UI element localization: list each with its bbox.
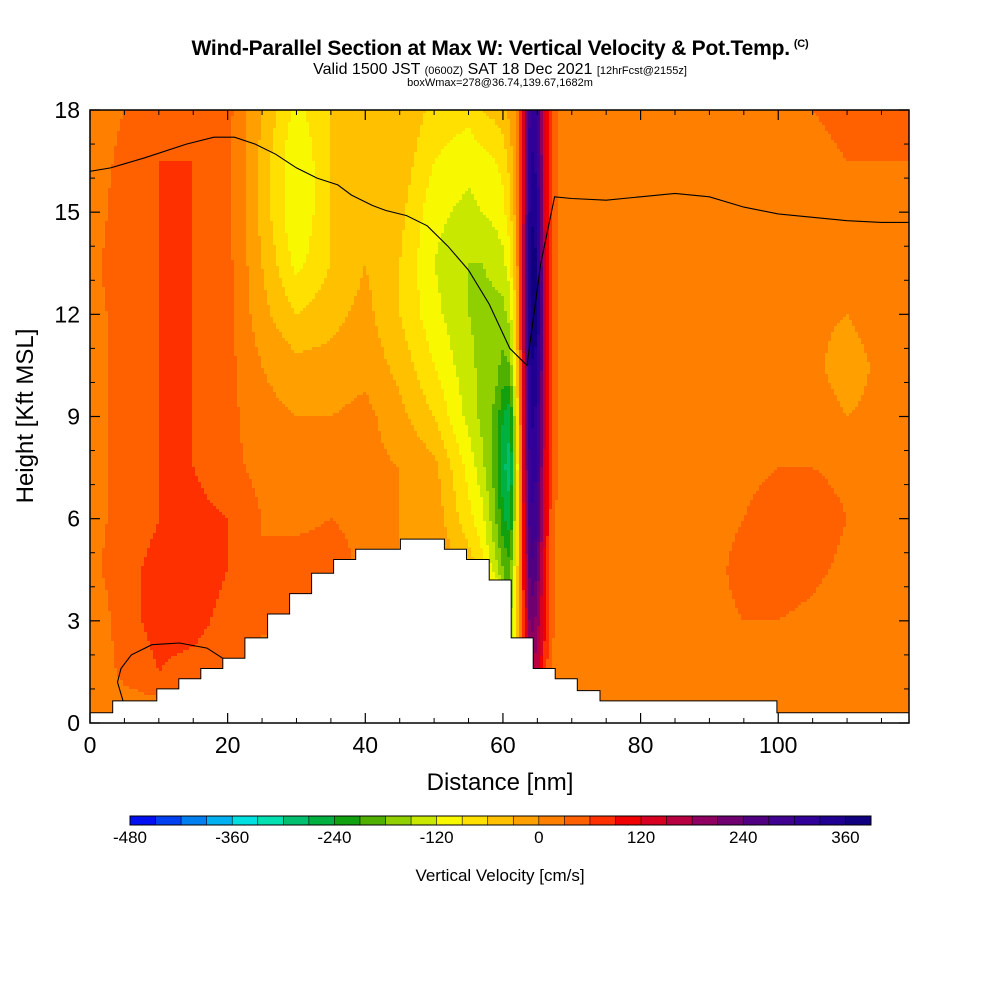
cross-section-chart: 0 20 40 60 80 1000369121518 Distance [nm] Hei… bbox=[0, 0, 1000, 1000]
